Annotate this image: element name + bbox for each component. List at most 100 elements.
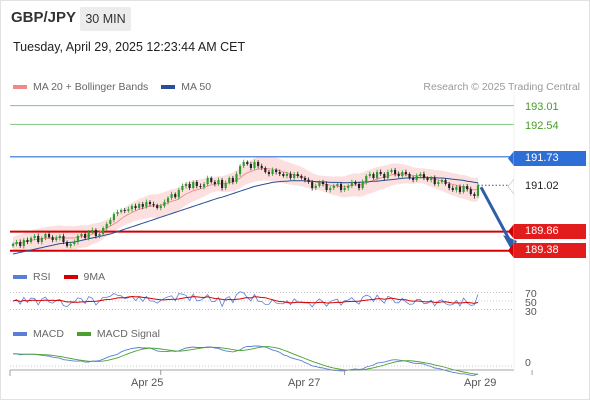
candle-body — [181, 186, 184, 190]
candle-body — [47, 234, 51, 238]
candle-body — [58, 236, 61, 238]
candle-body — [275, 170, 278, 172]
candle-body — [217, 180, 220, 184]
candle-body — [170, 194, 173, 198]
candle-body — [127, 209, 130, 211]
candle-body — [271, 170, 274, 174]
candle-body — [174, 194, 177, 198]
symbol-title: GBP/JPY — [11, 9, 77, 26]
candle-body — [80, 234, 83, 236]
candle-body — [321, 182, 325, 184]
timestamp: Tuesday, April 29, 2025 12:23:44 AM CET — [13, 40, 246, 54]
candle-body — [430, 178, 433, 180]
candle-body — [239, 166, 242, 174]
candle-body — [199, 186, 202, 187]
candle-body — [336, 184, 339, 186]
rsi-swatch — [13, 275, 27, 279]
candle-body — [184, 184, 188, 186]
candle-body — [246, 162, 249, 164]
candle-body — [73, 242, 76, 244]
candle-body — [325, 184, 328, 190]
candle-body — [458, 186, 462, 192]
timeframe-badge[interactable]: 30 MIN — [80, 7, 131, 31]
candle-body — [422, 174, 426, 178]
macd-label: MACD — [33, 328, 64, 340]
candle-body — [29, 238, 33, 242]
ma9-swatch — [63, 275, 78, 279]
candle-body — [466, 186, 469, 190]
candle-body — [282, 174, 285, 176]
candle-body — [130, 206, 134, 210]
candle-body — [408, 174, 411, 178]
candle-body — [300, 176, 303, 178]
candle-body — [386, 172, 389, 178]
macd-signal-line — [13, 346, 479, 375]
macd-signal-swatch — [76, 332, 91, 336]
ma50-line — [12, 177, 479, 255]
candle-body — [94, 230, 97, 236]
x-tick-label-apr27: Apr 27 — [288, 377, 321, 389]
candle-body — [177, 190, 180, 198]
candle-body — [383, 174, 386, 178]
price-legend: MA 20 + Bollinger Bands MA 50 — [13, 81, 224, 93]
candle-body — [138, 204, 141, 208]
candle-body — [44, 234, 47, 238]
rsi-9ma-line — [12, 295, 479, 304]
legend-item-macd-signal: MACD Signal — [76, 328, 160, 340]
candle-body — [343, 188, 346, 190]
ma20-line — [12, 167, 479, 245]
candle-body — [394, 170, 397, 174]
candle-body — [350, 182, 353, 186]
candle-body — [156, 205, 159, 208]
candle-body — [11, 244, 15, 246]
legend-item-ma20: MA 20 + Bollinger Bands — [13, 81, 148, 93]
candle-body — [195, 182, 198, 186]
bollinger-band — [13, 156, 478, 252]
candle-body — [426, 178, 429, 180]
candle-body — [260, 166, 263, 168]
candle-body — [145, 202, 148, 207]
research-credit: Research © 2025 Trading Central — [423, 81, 580, 93]
candle-body — [192, 182, 195, 188]
forecast-arrow-shaft — [479, 186, 512, 242]
macd-tick-0: 0 — [525, 357, 531, 369]
candle-body — [188, 184, 191, 188]
level-label-192-54: 192.54 — [525, 120, 559, 132]
candle-body — [206, 178, 209, 184]
level-box-pointer — [508, 243, 514, 258]
x-tick-label-apr29: Apr 29 — [464, 377, 497, 389]
candle-body — [163, 202, 166, 206]
candle-body — [357, 184, 361, 188]
candle-body — [134, 206, 137, 208]
macd-swatch — [13, 332, 27, 336]
candle-body — [318, 182, 321, 186]
rsi-tick-50: 50 — [525, 297, 537, 309]
candle-body — [19, 242, 22, 246]
candle-body — [231, 178, 234, 182]
macd-legend: MACD MACD Signal — [13, 328, 173, 340]
candle-body — [98, 234, 101, 236]
candle-body — [242, 162, 245, 166]
candle-body — [296, 174, 299, 176]
candle-body — [451, 188, 454, 190]
candle-body — [76, 236, 79, 242]
candle-body — [473, 194, 476, 196]
candle-body — [440, 180, 444, 182]
candle-body — [437, 182, 440, 184]
ma50-label: MA 50 — [181, 81, 212, 93]
rsi-tick-30: 30 — [525, 306, 537, 318]
candle-body — [303, 178, 307, 180]
candle-body — [332, 186, 335, 188]
ma20-swatch — [13, 85, 27, 89]
candle-body — [141, 204, 144, 207]
candle-body — [249, 164, 252, 168]
level-box-pointer — [508, 151, 514, 166]
candle-body — [412, 178, 415, 180]
candle-body — [26, 240, 29, 242]
level-label-193-01: 193.01 — [525, 101, 559, 113]
candle-body — [202, 184, 206, 187]
candle-body — [84, 234, 87, 238]
candle-body — [220, 180, 224, 188]
candle-body — [123, 210, 126, 211]
legend-item-ma50: MA 50 — [161, 81, 211, 93]
